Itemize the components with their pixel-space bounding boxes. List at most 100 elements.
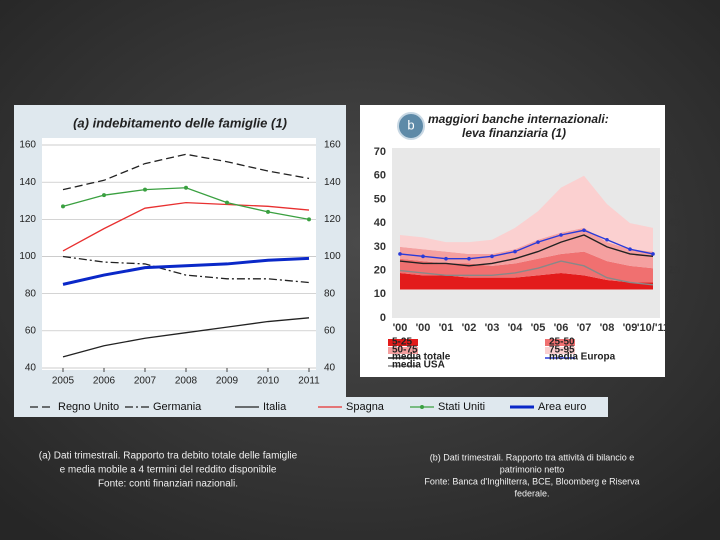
x-tick-label: '07 (577, 322, 592, 334)
caption-a: (a) Dati trimestrali. Rapporto tra debit… (39, 451, 298, 490)
caption-line: Fonte: Banca d'Inghilterra, BCE, Bloombe… (424, 476, 639, 486)
line (62, 153, 310, 191)
legend-label: 5-25 (392, 337, 412, 348)
marker (651, 252, 655, 256)
y2-tick-label: 60 (668, 170, 680, 182)
marker (490, 254, 494, 259)
caption-b: (b) Dati trimestrali. Rapporto tra attiv… (424, 452, 639, 498)
legend-label: 25-50 (549, 337, 575, 348)
y-tick-label: 50 (374, 193, 386, 205)
legend-marker (420, 405, 424, 409)
marker (559, 233, 563, 237)
y-tick-label: 60 (25, 325, 37, 336)
caption-line: Fonte: conti finanziari nazionali. (98, 479, 238, 490)
y2-tick-label: 40 (668, 217, 680, 229)
line (62, 201, 310, 252)
y-tick-label: 80 (25, 288, 37, 299)
y2-tick-label: 50 (668, 193, 680, 205)
caption-line: (a) Dati trimestrali. Rapporto tra debit… (39, 451, 298, 462)
x-tick-label: '02 (462, 322, 477, 334)
line (62, 256, 310, 286)
legend-swatch (388, 347, 418, 354)
y2-tick-label: 140 (324, 177, 341, 188)
marker (143, 187, 147, 192)
y2-tick-label: 30 (668, 241, 680, 253)
line (399, 234, 654, 267)
band (400, 175, 653, 254)
legend-label: 50-75 (392, 345, 418, 356)
x-tick-label: 2008 (175, 376, 198, 387)
x-tick-label: 2007 (134, 376, 157, 387)
y-tick-label: 40 (374, 217, 386, 229)
line (399, 229, 654, 260)
y-tick-label: 30 (374, 241, 386, 253)
legend-label: 75-95 (549, 345, 575, 356)
x-tick-label: '01 (439, 322, 454, 334)
y-tick-label: 100 (19, 251, 36, 262)
caption-line: (b) Dati trimestrali. Rapporto tra attiv… (430, 452, 635, 462)
y-tick-label: 160 (19, 140, 36, 151)
chart-a-title: (a) indebitamento delle famiglie (1) (73, 115, 287, 130)
line (399, 260, 654, 286)
chart-b-title: leva finanziaria (1) (462, 126, 566, 140)
y2-tick-label: 80 (324, 288, 336, 299)
y2-tick-label: 70 (668, 146, 680, 158)
badge-label: b (407, 117, 414, 132)
x-tick-label: '03 (485, 322, 500, 334)
y2-tick-label: 120 (324, 214, 341, 225)
y-tick-label: 120 (19, 214, 36, 225)
legend-swatch (388, 339, 418, 346)
y-tick-label: 0 (380, 312, 386, 324)
y2-tick-label: 60 (324, 325, 336, 336)
y-tick-label: 140 (19, 177, 36, 188)
line (62, 255, 310, 284)
chart-a-legend (14, 397, 608, 417)
marker (398, 252, 402, 256)
marker (266, 209, 270, 214)
marker (513, 249, 517, 254)
x-tick-label: '05 (531, 322, 546, 334)
legend-label: Spagna (346, 401, 385, 413)
x-tick-label: '06 (554, 322, 569, 334)
marker (605, 237, 609, 242)
marker (582, 228, 586, 233)
legend-label: media USA (392, 360, 445, 371)
caption-line: patrimonio netto (500, 464, 565, 474)
x-tick-label: '00 (393, 322, 408, 334)
y2-tick-label: 160 (324, 140, 341, 151)
band (400, 272, 653, 290)
y-tick-label: 60 (374, 170, 386, 182)
x-tick-label: 2011 (298, 376, 320, 387)
legend-label: media Europa (549, 352, 616, 363)
chart-a-plot (42, 138, 316, 370)
badge (397, 112, 425, 140)
y-tick-label: 10 (374, 288, 386, 300)
x-tick-label: '00 (416, 322, 431, 334)
x-tick-label: '10/'11 (637, 322, 669, 334)
marker (184, 185, 188, 190)
x-tick-label: 2006 (93, 376, 116, 387)
marker (421, 254, 425, 259)
marker (102, 193, 106, 198)
legend-label: Stati Uniti (438, 401, 485, 413)
legend-label: media totale (392, 352, 451, 363)
y-tick-label: 40 (25, 363, 37, 374)
line (62, 317, 310, 358)
x-tick-label: 2010 (257, 376, 280, 387)
legend-label: Germania (153, 401, 202, 413)
legend-label: Area euro (538, 401, 586, 413)
legend-swatch (545, 347, 575, 354)
y2-tick-label: 10 (668, 288, 680, 300)
x-tick-label: 2005 (52, 376, 75, 387)
marker (536, 240, 540, 244)
caption-line: e media mobile a 4 termini del reddito d… (60, 465, 277, 476)
y2-tick-label: 20 (668, 264, 680, 276)
y-tick-label: 20 (374, 264, 386, 276)
x-tick-label: 2009 (216, 376, 239, 387)
legend-swatch (545, 339, 575, 346)
legend-label: Italia (263, 401, 287, 413)
marker (444, 256, 448, 261)
y2-tick-label: 0 (668, 312, 674, 324)
x-tick-label: '04 (508, 322, 524, 334)
